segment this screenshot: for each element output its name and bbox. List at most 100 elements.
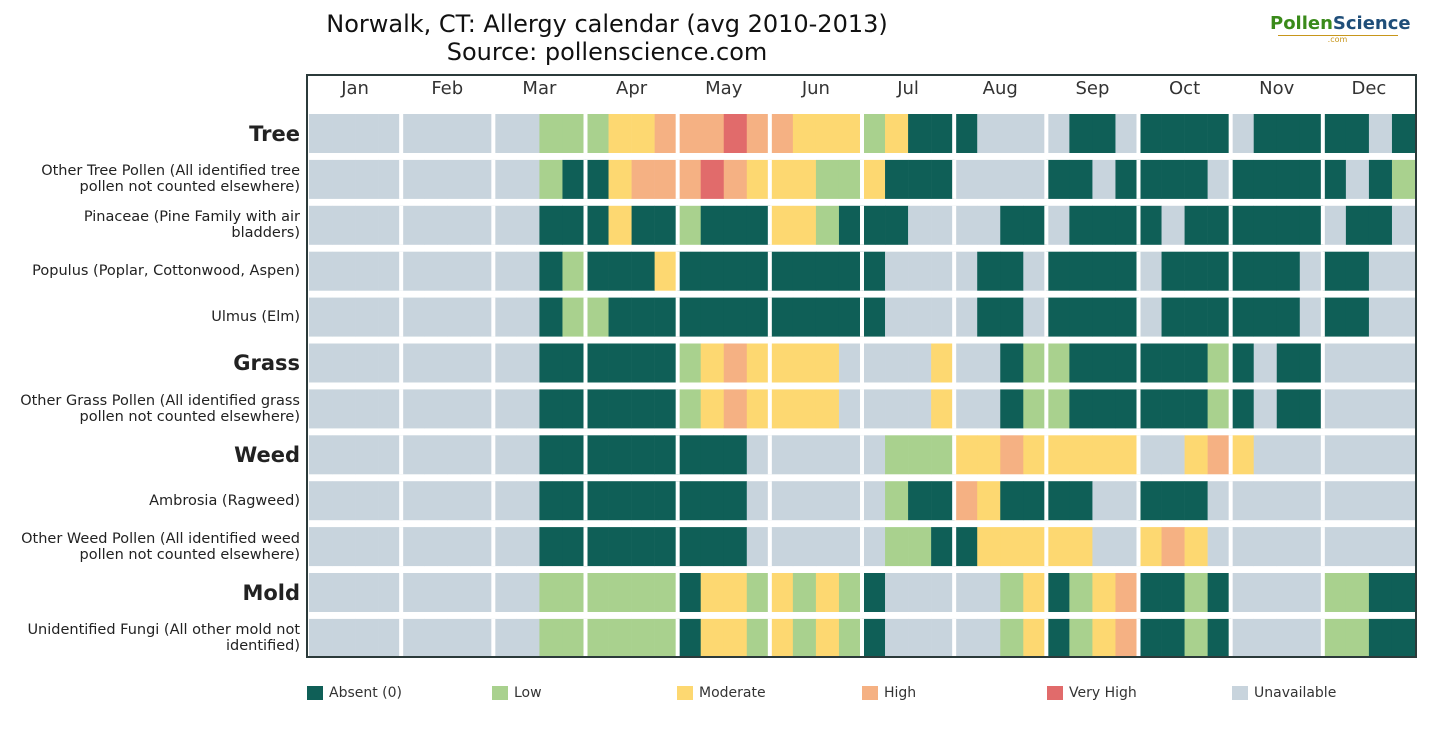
cell-row4-week13	[608, 297, 632, 337]
cell-row11-week33	[1069, 618, 1093, 658]
cell-row8-week14	[631, 481, 655, 521]
cell-row3-week45	[1345, 251, 1370, 291]
cell-row5-week12	[585, 343, 609, 383]
cell-row9-week28	[954, 527, 978, 567]
cell-row4-week45	[1345, 297, 1370, 337]
cell-row8-week5	[424, 481, 448, 521]
cell-row0-week47	[1391, 114, 1416, 153]
month-separator	[675, 343, 680, 383]
cell-row8-week46	[1368, 481, 1393, 521]
cell-row5-week27	[931, 343, 955, 383]
month-label-jun: Jun	[801, 78, 830, 99]
cell-row11-week4	[401, 618, 425, 658]
row-label-7: Weed	[234, 442, 300, 467]
cell-row7-week11	[562, 435, 586, 475]
month-separator	[399, 573, 404, 612]
cell-row9-week2	[355, 527, 379, 567]
cell-row0-week6	[447, 114, 471, 153]
cell-row6-week45	[1345, 389, 1370, 429]
cell-row2-week8	[493, 205, 517, 245]
month-separator	[1228, 389, 1233, 429]
cell-row9-week34	[1092, 527, 1116, 567]
cell-row1-week15	[654, 159, 678, 199]
cell-row7-week31	[1023, 435, 1047, 475]
cell-row9-week12	[585, 527, 609, 567]
cell-row7-week42	[1276, 435, 1301, 475]
cell-row0-week42	[1276, 114, 1301, 153]
cell-row6-week40	[1230, 389, 1255, 429]
cell-row10-week8	[493, 573, 517, 612]
cell-row10-week0	[309, 573, 333, 612]
cell-row1-week31	[1023, 159, 1047, 199]
cell-row6-week30	[1000, 389, 1024, 429]
cell-row2-week2	[355, 205, 379, 245]
cell-row6-week3	[378, 389, 402, 429]
cell-row11-week36	[1138, 618, 1162, 658]
cell-row2-week6	[447, 205, 471, 245]
row-label-2: Pinaceae (Pine Family with air bladders)	[83, 209, 300, 242]
month-separator	[860, 205, 864, 245]
cell-row0-week39	[1207, 114, 1231, 153]
month-separator	[767, 435, 772, 475]
cell-row9-week47	[1391, 527, 1416, 567]
month-separator	[1228, 343, 1233, 383]
cell-row3-week28	[954, 251, 978, 291]
month-separator	[583, 343, 588, 383]
cell-row4-week43	[1299, 297, 1324, 337]
cell-row1-week46	[1368, 159, 1393, 199]
cell-row0-week25	[885, 114, 909, 153]
month-separator	[1228, 114, 1233, 153]
cell-row2-week17	[700, 205, 725, 245]
month-separator	[583, 481, 588, 521]
cell-row6-week4	[401, 389, 425, 429]
month-separator	[767, 389, 772, 429]
month-separator	[952, 343, 957, 383]
cell-row10-week18	[723, 573, 748, 612]
cell-row4-week31	[1023, 297, 1047, 337]
cell-row1-week37	[1161, 159, 1185, 199]
cell-row7-week20	[769, 435, 794, 475]
cell-row1-week18	[723, 159, 748, 199]
cell-row4-week5	[424, 297, 448, 337]
cell-row8-week36	[1138, 481, 1162, 521]
cell-row0-week46	[1368, 114, 1393, 153]
cell-row5-week29	[977, 343, 1001, 383]
cell-row7-week39	[1207, 435, 1231, 475]
cell-row0-week18	[723, 114, 748, 153]
cell-row10-week3	[378, 573, 402, 612]
cell-row7-week14	[631, 435, 655, 475]
cell-row11-week21	[792, 618, 817, 658]
cell-row5-week11	[562, 343, 586, 383]
cell-row2-week42	[1276, 205, 1301, 245]
month-separator	[399, 159, 404, 199]
cell-row4-week23	[838, 297, 863, 337]
cell-row5-week4	[401, 343, 425, 383]
month-separator	[1228, 618, 1233, 658]
month-separator	[860, 114, 864, 153]
month-separator	[860, 251, 864, 291]
cell-row9-week36	[1138, 527, 1162, 567]
cell-row6-week2	[355, 389, 379, 429]
logo-word-pollen: Pollen	[1270, 13, 1333, 34]
cell-row11-week42	[1276, 618, 1301, 658]
cell-row8-week41	[1253, 481, 1278, 521]
month-separator	[1320, 573, 1325, 612]
cell-row0-week10	[539, 114, 563, 153]
cell-row11-week6	[447, 618, 471, 658]
cell-row2-week44	[1322, 205, 1347, 245]
cell-row8-week3	[378, 481, 402, 521]
cell-row1-week7	[470, 159, 494, 199]
cell-row11-week43	[1299, 618, 1324, 658]
cell-row10-week32	[1046, 573, 1070, 612]
cell-row11-week3	[378, 618, 402, 658]
cell-row10-week33	[1069, 573, 1093, 612]
cell-row2-week16	[677, 205, 702, 245]
month-separator	[399, 205, 404, 245]
cell-row0-week2	[355, 114, 379, 153]
cell-row10-week39	[1207, 573, 1231, 612]
cell-row9-week10	[539, 527, 563, 567]
month-separator	[583, 435, 588, 475]
cell-row8-week2	[355, 481, 379, 521]
month-separator	[952, 114, 957, 153]
cell-row8-week8	[493, 481, 517, 521]
